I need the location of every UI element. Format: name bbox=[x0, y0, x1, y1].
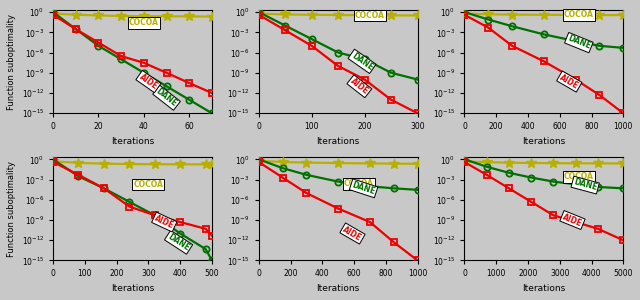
Text: DANE: DANE bbox=[351, 180, 376, 196]
Text: DANE: DANE bbox=[349, 51, 374, 72]
Y-axis label: Function suboptimality: Function suboptimality bbox=[7, 14, 16, 110]
Text: COCOA: COCOA bbox=[564, 11, 594, 20]
Text: AIDE: AIDE bbox=[558, 73, 580, 91]
Y-axis label: Function suboptimality: Function suboptimality bbox=[7, 161, 16, 257]
Text: AIDE: AIDE bbox=[561, 212, 584, 228]
Text: AIDE: AIDE bbox=[349, 76, 370, 96]
Text: DANE: DANE bbox=[566, 34, 591, 51]
Text: DANE: DANE bbox=[166, 232, 191, 253]
X-axis label: Iterations: Iterations bbox=[317, 284, 360, 293]
Text: DANE: DANE bbox=[154, 87, 179, 109]
Text: COCOA: COCOA bbox=[129, 18, 159, 27]
Text: AIDE: AIDE bbox=[153, 214, 175, 230]
X-axis label: Iterations: Iterations bbox=[111, 284, 154, 293]
X-axis label: Iterations: Iterations bbox=[522, 284, 566, 293]
Text: AIDE: AIDE bbox=[138, 72, 159, 91]
Text: COCOA: COCOA bbox=[344, 179, 374, 188]
Text: AIDE: AIDE bbox=[341, 224, 364, 242]
X-axis label: Iterations: Iterations bbox=[522, 137, 566, 146]
X-axis label: Iterations: Iterations bbox=[111, 137, 154, 146]
Text: COCOA: COCOA bbox=[355, 11, 385, 20]
Text: COCOA: COCOA bbox=[564, 172, 594, 182]
Text: DANE: DANE bbox=[572, 178, 598, 193]
X-axis label: Iterations: Iterations bbox=[317, 137, 360, 146]
Text: COCOA: COCOA bbox=[134, 180, 163, 189]
